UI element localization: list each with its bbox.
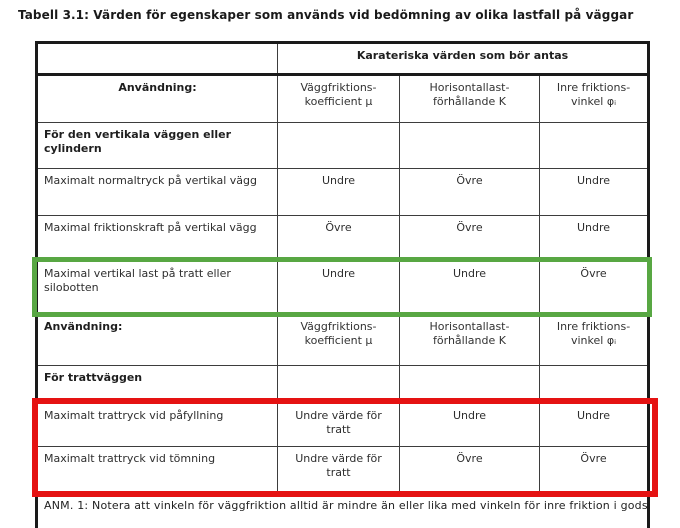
table-row-green-highlighted: Maximal vertikal last på tratt eller sil… bbox=[36, 261, 650, 314]
value-cell: Undre bbox=[399, 403, 540, 447]
col-header-horizontal-load: Horisontallast-förhållande K bbox=[399, 312, 540, 366]
value-cell: Övre bbox=[538, 446, 650, 494]
value-cell: Undre bbox=[538, 168, 650, 216]
table-row: Maximalt normaltryck på vertikal vägg Un… bbox=[36, 168, 650, 216]
col-header-wall-friction: Väggfriktions-koefficient μ bbox=[277, 74, 400, 123]
value-cell: Undre värde för tratt bbox=[277, 446, 400, 494]
row-label-cell: Maximalt normaltryck på vertikal vägg bbox=[36, 168, 278, 216]
span-header-row: Karateriska värden som bör antas bbox=[36, 42, 650, 76]
usage-header-cell: Användning: bbox=[36, 74, 278, 123]
empty-cell bbox=[277, 122, 400, 169]
value-cell: Undre bbox=[538, 215, 650, 262]
col-header-internal-friction: Inre friktions-vinkel φᵢ bbox=[538, 312, 650, 366]
row-label-cell: Maximal friktionskraft på vertikal vägg bbox=[36, 215, 278, 262]
value-cell: Övre bbox=[399, 168, 540, 216]
value-cell: Övre bbox=[277, 215, 400, 262]
span-header-cell: Karateriska värden som bör antas bbox=[276, 42, 650, 76]
value-cell: Undre bbox=[277, 261, 400, 314]
table-row-red-highlighted: Maximalt trattryck vid påfyllning Undre … bbox=[36, 403, 650, 447]
group-label-cell: För trattväggen bbox=[36, 365, 278, 404]
value-cell: Övre bbox=[399, 215, 540, 262]
value-cell: Undre bbox=[538, 403, 650, 447]
table-wrapper: Karateriska värden som bör antas Användn… bbox=[32, 41, 658, 528]
col-header-horizontal-load: Horisontallast-förhållande K bbox=[399, 74, 540, 123]
empty-cell bbox=[538, 365, 650, 404]
col-header-wall-friction: Väggfriktions-koefficient μ bbox=[277, 312, 400, 366]
group-label-cell: För den vertikala väggen eller cylindern bbox=[36, 122, 278, 169]
empty-cell bbox=[399, 365, 540, 404]
empty-cell bbox=[399, 122, 540, 169]
section2-group-row: För trattväggen bbox=[36, 365, 650, 404]
value-cell: Övre bbox=[399, 446, 540, 494]
section2-header-row: Användning: Väggfriktions-koefficient μ … bbox=[36, 312, 650, 366]
value-cell: Undre bbox=[399, 261, 540, 314]
table-row: Maximal friktionskraft på vertikal vägg … bbox=[36, 215, 650, 262]
value-cell: Övre bbox=[538, 261, 650, 314]
section1-group-row: För den vertikala väggen eller cylindern bbox=[36, 122, 650, 169]
value-cell: Undre bbox=[277, 168, 400, 216]
table-note: ANM. 1: Notera att vinkeln för väggfrikt… bbox=[35, 493, 650, 528]
row-label-cell: Maximal vertikal last på tratt eller sil… bbox=[36, 261, 278, 314]
empty-cell bbox=[277, 365, 400, 404]
row-label-cell: Maximalt trattryck vid påfyllning bbox=[36, 403, 278, 447]
section1-header-row: Användning: Väggfriktions-koefficient μ … bbox=[36, 74, 650, 123]
value-cell: Undre värde för tratt bbox=[277, 403, 400, 447]
load-cases-table: Karateriska värden som bör antas Användn… bbox=[35, 41, 651, 528]
empty-cell bbox=[538, 122, 650, 169]
col-header-internal-friction: Inre friktions-vinkel φᵢ bbox=[538, 74, 650, 123]
row-label-cell: Maximalt trattryck vid tömning bbox=[36, 446, 278, 494]
empty-corner-cell bbox=[36, 42, 278, 76]
note-row: ANM. 1: Notera att vinkeln för väggfrikt… bbox=[35, 493, 650, 528]
usage-header-cell: Användning: bbox=[36, 312, 278, 366]
table-row-red-highlighted: Maximalt trattryck vid tömning Undre vär… bbox=[36, 446, 650, 494]
table-caption: Tabell 3.1: Värden för egenskaper som an… bbox=[18, 8, 634, 22]
